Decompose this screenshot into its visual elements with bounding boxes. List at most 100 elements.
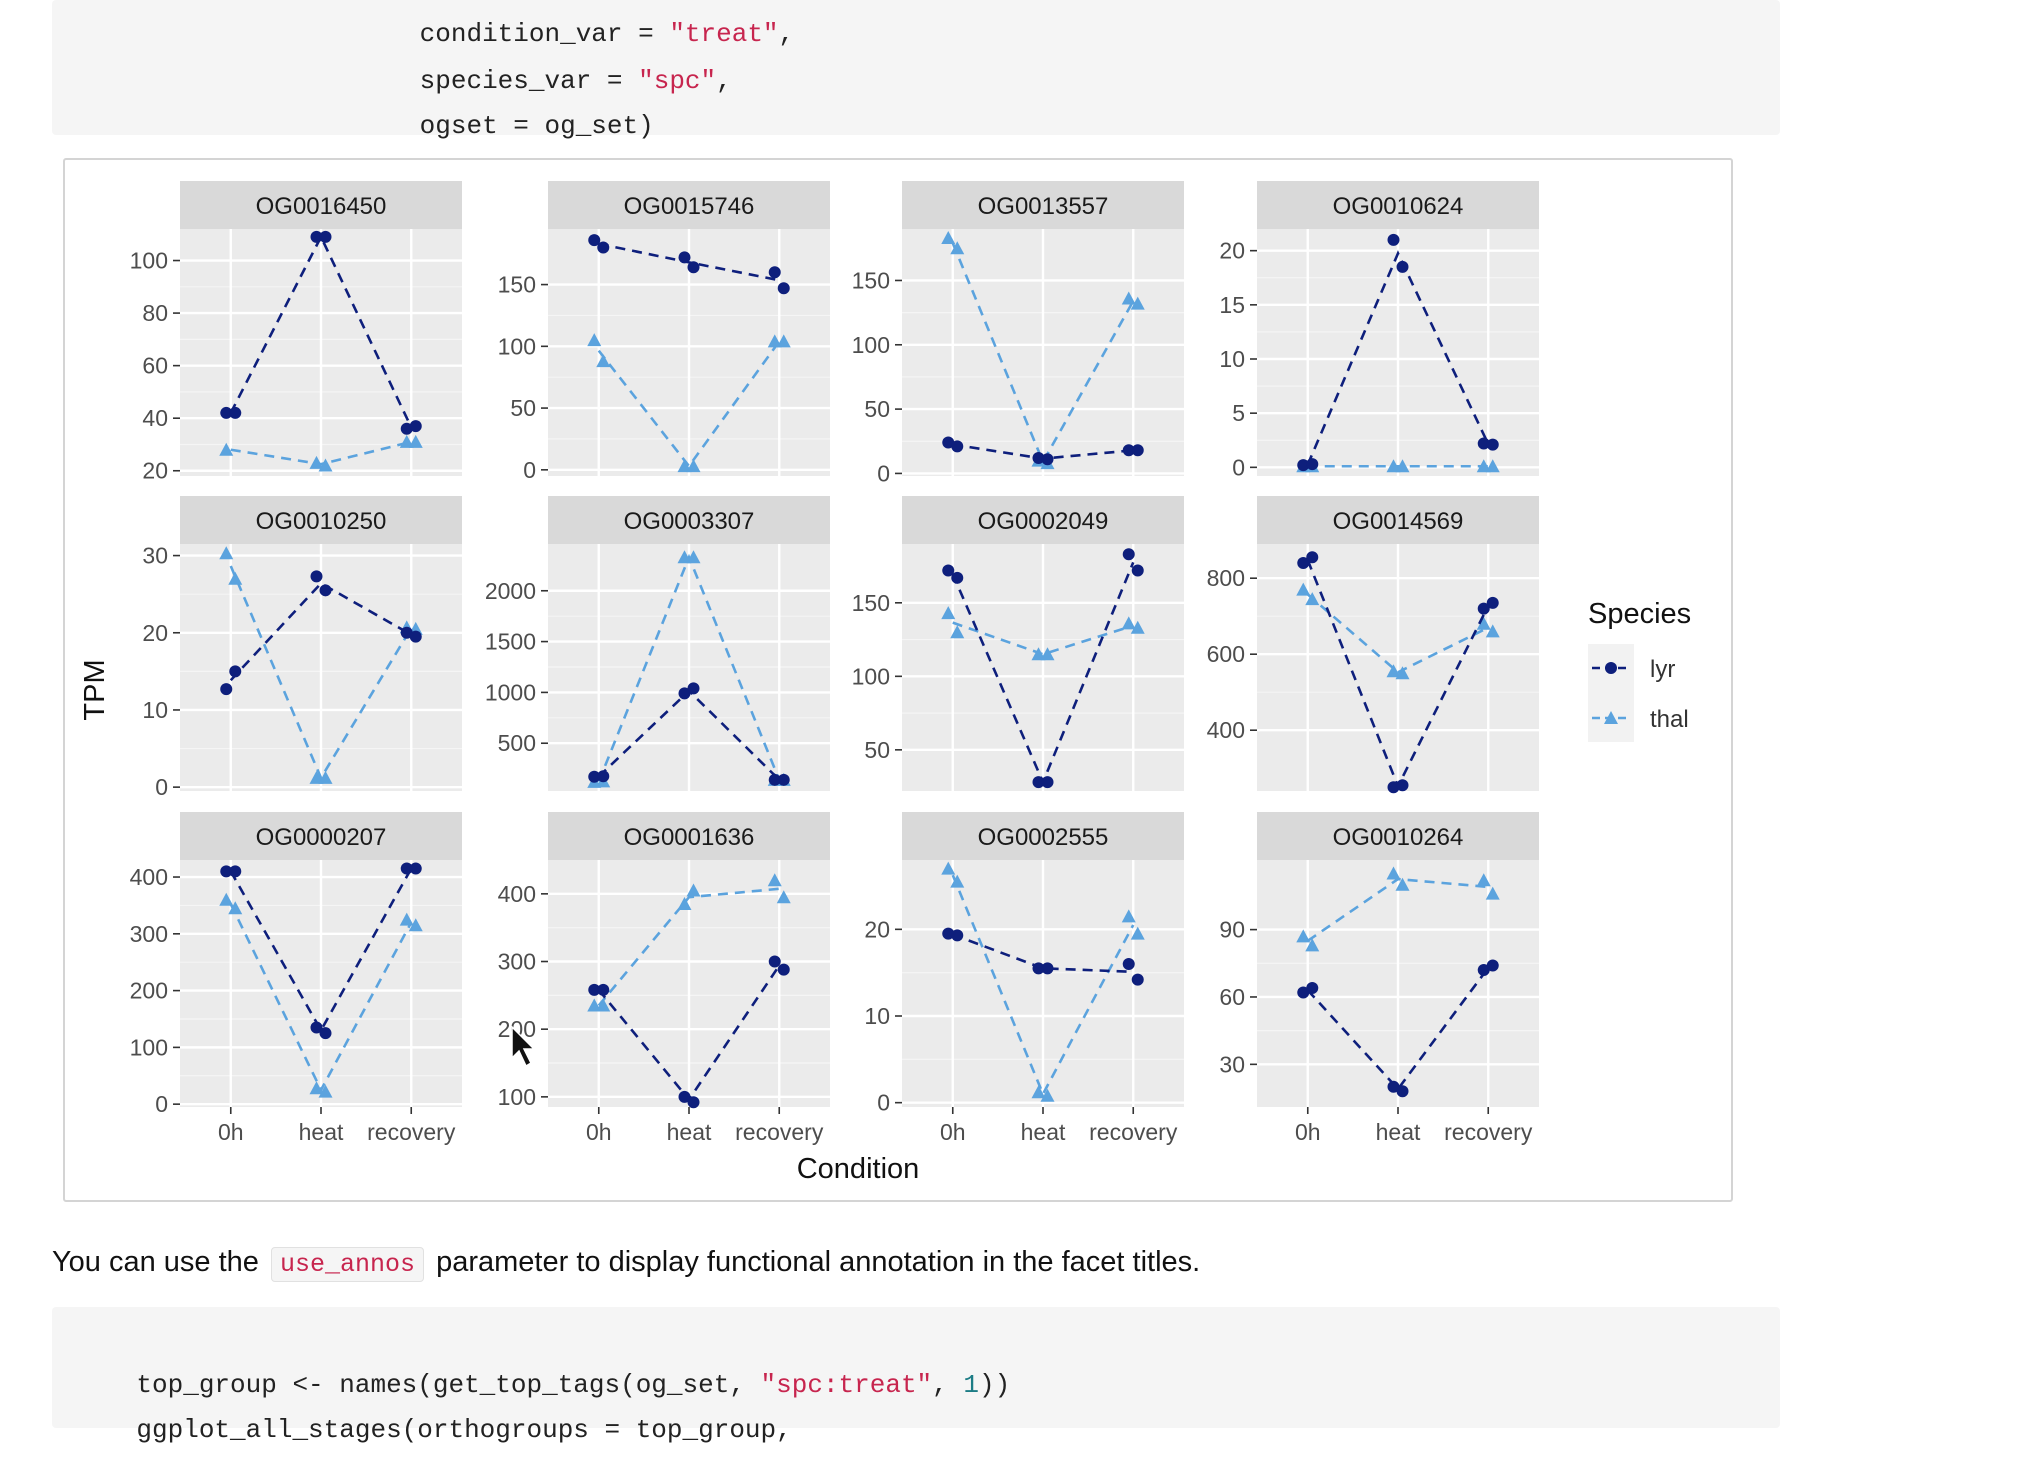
series-line-lyr (1306, 250, 1490, 466)
point-thal (1386, 664, 1401, 678)
point-thal (596, 354, 611, 368)
y-tick-label: 80 (142, 300, 168, 326)
prose-text-after: parameter to display functional annotati… (436, 1246, 1201, 1278)
point-lyr (1306, 551, 1319, 564)
point-thal (1121, 616, 1136, 630)
point-thal (1476, 873, 1491, 887)
point-lyr (1131, 973, 1144, 986)
series-line-thal (952, 621, 1134, 656)
code-line: species_var = "spc", (154, 66, 732, 96)
point-lyr (1486, 959, 1499, 972)
mouse-cursor-icon (511, 1025, 536, 1068)
point-thal (1031, 647, 1046, 661)
point-lyr (1387, 1080, 1400, 1093)
series-line-lyr (598, 242, 780, 282)
x-tick-label: recovery (1444, 1119, 1533, 1145)
legend-symbol-thal (1604, 711, 1618, 724)
y-tick-label: 40 (142, 405, 168, 431)
point-thal (950, 625, 965, 639)
point-thal (219, 546, 234, 560)
facet-title: OG0002555 (978, 824, 1109, 851)
point-lyr (942, 927, 955, 940)
point-lyr (1387, 233, 1400, 246)
y-tick-label: 300 (498, 949, 536, 975)
y-tick-label: 400 (130, 864, 168, 890)
y-tick-label: 0 (523, 457, 536, 483)
y-tick-label: 0 (155, 1091, 168, 1117)
point-lyr (777, 963, 790, 976)
y-tick-label: 20 (1219, 238, 1245, 264)
point-lyr (310, 230, 323, 243)
point-lyr (1122, 548, 1135, 561)
legend-symbol-lyr (1605, 662, 1617, 674)
y-tick-label: 100 (130, 1034, 168, 1060)
point-lyr (588, 983, 601, 996)
point-thal (1130, 620, 1145, 634)
point-lyr (319, 230, 332, 243)
y-tick-label: 500 (498, 730, 536, 756)
facet-strip (1257, 812, 1539, 860)
facet-strip (548, 181, 830, 229)
point-lyr (310, 1021, 323, 1034)
facet-title: OG0013557 (978, 193, 1109, 220)
point-thal (318, 1084, 333, 1098)
point-thal (1476, 616, 1491, 630)
y-tick-label: 50 (864, 737, 890, 763)
facet-title: OG0002049 (978, 508, 1109, 535)
point-lyr (400, 626, 413, 639)
point-thal (309, 1081, 324, 1095)
point-lyr (220, 683, 233, 696)
y-tick-label: 400 (1207, 717, 1245, 743)
code-block-bottom: top_group <- names(get_top_tags(og_set, … (52, 1307, 1780, 1445)
point-thal (1121, 909, 1136, 923)
point-thal (1130, 296, 1145, 310)
y-tick-label: 30 (1219, 1051, 1245, 1077)
facet-title: OG0000207 (256, 824, 387, 851)
x-tick-label: recovery (1089, 1119, 1178, 1145)
prose-paragraph: You can use the use_annos parameter to d… (52, 1240, 1200, 1287)
y-tick-label: 1500 (485, 629, 536, 655)
point-lyr (220, 406, 233, 419)
point-thal (686, 459, 701, 473)
series-line-thal (230, 440, 412, 466)
point-lyr (942, 436, 955, 449)
inline-code-use-annos: use_annos (271, 1247, 425, 1282)
x-tick-label: 0h (586, 1119, 612, 1145)
point-thal (1395, 459, 1410, 473)
point-lyr (597, 983, 610, 996)
point-lyr (400, 862, 413, 875)
point-lyr (678, 251, 691, 264)
y-tick-label: 100 (498, 1084, 536, 1110)
point-thal (399, 434, 414, 448)
y-tick-label: 150 (852, 267, 890, 293)
point-lyr (1297, 459, 1310, 472)
point-thal (1130, 926, 1145, 940)
facet-title: OG0010624 (1333, 193, 1464, 220)
point-thal (950, 241, 965, 255)
point-lyr (1032, 962, 1045, 975)
x-tick-label: 0h (218, 1119, 244, 1145)
point-thal (1485, 624, 1500, 638)
point-lyr (1297, 557, 1310, 569)
code-line: ogset = og_set) (154, 111, 654, 141)
series-line-thal (951, 242, 1135, 465)
code-line: ggplot_all_stages(orthogroups = top_grou… (136, 1415, 792, 1445)
point-lyr (319, 584, 332, 597)
point-thal (219, 892, 234, 906)
y-tick-label: 20 (142, 620, 168, 646)
point-thal (950, 874, 965, 888)
series-line-lyr (229, 867, 413, 1033)
x-tick-label: heat (299, 1119, 344, 1145)
code-block-top: condition_var = "treat", species_var = "… (52, 0, 1780, 141)
point-thal (318, 458, 333, 472)
code-line: top_group <- names(get_top_tags(og_set, … (136, 1370, 1011, 1400)
point-thal (408, 434, 423, 448)
point-thal (1485, 886, 1500, 900)
y-tick-label: 300 (130, 921, 168, 947)
point-lyr (1122, 444, 1135, 457)
y-tick-label: 15 (1219, 292, 1245, 318)
point-lyr (588, 770, 601, 783)
point-thal (228, 901, 243, 915)
point-thal (677, 459, 692, 473)
point-lyr (678, 1090, 691, 1103)
